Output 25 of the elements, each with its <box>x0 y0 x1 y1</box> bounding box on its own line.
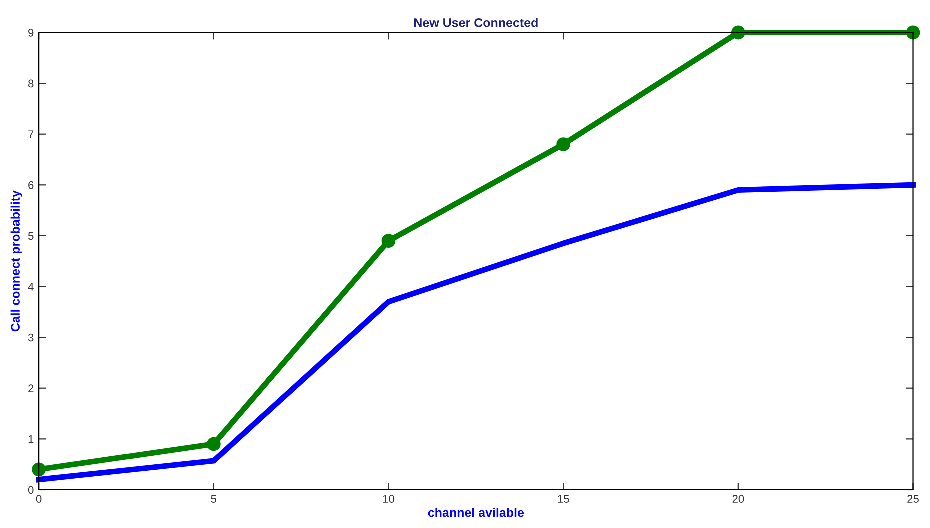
y-tick-label: 3 <box>28 334 34 342</box>
x-axis-title: channel avilable <box>428 508 524 518</box>
y-tick-label: 2 <box>28 384 34 392</box>
y-tick-label: 8 <box>28 80 34 88</box>
x-tick-label: 0 <box>36 495 42 504</box>
y-tick-label: 7 <box>28 130 34 138</box>
y-tick-label: 0 <box>28 486 34 494</box>
y-tick-label: 5 <box>28 232 34 240</box>
y-tick-label: 9 <box>28 29 34 37</box>
x-tick-label: 10 <box>383 495 394 504</box>
y-tick-label: 1 <box>28 436 34 444</box>
x-tick-label: 25 <box>908 495 919 504</box>
point <box>906 26 920 40</box>
x-tick-label: 15 <box>558 495 570 504</box>
x-tick-label: 20 <box>732 495 744 504</box>
chart-title: New User Connected <box>414 18 538 28</box>
point <box>32 462 46 477</box>
point <box>382 234 396 248</box>
y-axis-title: Call connect probability <box>10 190 22 332</box>
point <box>731 26 746 40</box>
y-tick-label: 4 <box>28 283 34 291</box>
y-tick-label: 6 <box>28 181 34 190</box>
point <box>206 437 221 452</box>
x-tick-label: 5 <box>211 495 217 504</box>
point <box>556 138 571 152</box>
